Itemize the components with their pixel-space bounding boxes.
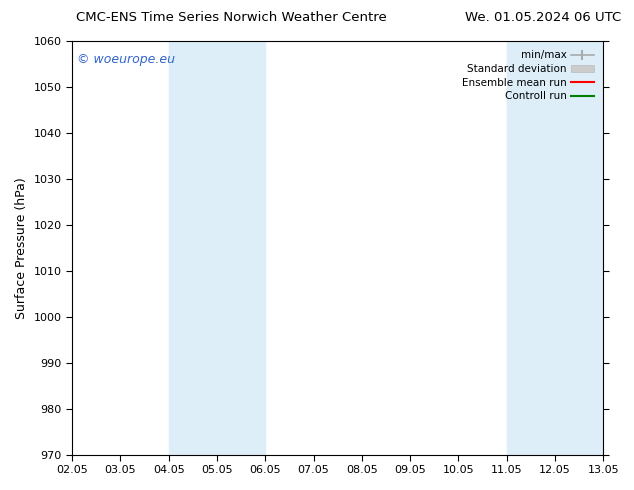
Bar	[507, 41, 603, 455]
Text: CMC-ENS Time Series Norwich Weather Centre: CMC-ENS Time Series Norwich Weather Cent…	[76, 11, 387, 24]
Text: We. 01.05.2024 06 UTC: We. 01.05.2024 06 UTC	[465, 11, 621, 24]
Y-axis label: Surface Pressure (hPa): Surface Pressure (hPa)	[15, 177, 28, 318]
Legend: min/max, Standard deviation, Ensemble mean run, Controll run: min/max, Standard deviation, Ensemble me…	[458, 46, 598, 105]
Bar	[169, 41, 265, 455]
Text: © woeurope.eu: © woeurope.eu	[77, 53, 176, 67]
